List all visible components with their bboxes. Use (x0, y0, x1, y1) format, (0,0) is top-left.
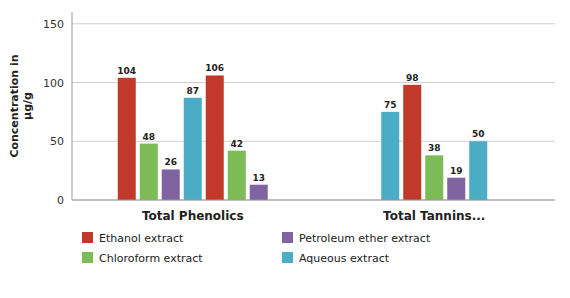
data-labels: 104 48 26 87 106 42 13 75 98 38 19 50 (117, 63, 484, 182)
y-tick-label: 100 (43, 77, 64, 90)
data-label: 19 (450, 166, 463, 176)
x-axis-line (72, 200, 555, 201)
x-tick-label: Total Tannins... (383, 209, 485, 223)
y-tick-label: 0 (57, 194, 64, 207)
bar (228, 151, 246, 200)
data-label: 42 (230, 139, 243, 149)
data-label: 87 (186, 86, 199, 96)
x-tick-label: Total Phenolics (142, 209, 244, 223)
data-label: 98 (406, 73, 419, 83)
data-label: 104 (117, 66, 136, 76)
y-axis-line (72, 12, 73, 200)
legend-swatch (282, 252, 293, 263)
data-label: 106 (205, 63, 224, 73)
bar (118, 78, 136, 200)
legend-label: Aqueous extract (299, 252, 390, 265)
legend-label: Petroleum ether extract (299, 232, 431, 245)
grid-line (72, 23, 555, 24)
legend-swatch (82, 252, 93, 263)
legend-swatch (82, 232, 93, 243)
bar (447, 178, 465, 200)
data-label: 38 (428, 143, 441, 153)
y-axis-title: Concentration inμg/g (8, 54, 34, 157)
y-axis-title-line: Concentration in (8, 54, 21, 157)
grid-line (72, 82, 555, 83)
bar (140, 144, 158, 200)
legend-swatch (282, 232, 293, 243)
bar (206, 75, 224, 200)
bar (425, 155, 443, 200)
bar (381, 112, 399, 200)
y-axis-title-line: μg/g (21, 92, 34, 120)
legend: Ethanol extract Chloroform extract Petrole… (82, 232, 431, 265)
grid-line (72, 200, 555, 201)
bar (250, 185, 268, 200)
bars (118, 75, 488, 200)
y-axis: 0 50 100 150 (43, 12, 555, 207)
chart: 050100150Concentration inμg/g10448268710… (0, 0, 570, 298)
bar (403, 85, 421, 200)
legend-label: Chloroform extract (99, 252, 203, 265)
data-label: 26 (164, 157, 177, 167)
data-label: 48 (142, 132, 155, 142)
y-tick-label: 150 (43, 18, 64, 31)
data-label: 50 (472, 129, 485, 139)
x-axis: Total Phenolics Total Tannins... (72, 200, 555, 223)
data-label: 75 (384, 100, 397, 110)
bar (469, 141, 487, 200)
bar (184, 98, 202, 200)
y-tick-label: 50 (50, 135, 64, 148)
bar (162, 169, 180, 200)
legend-label: Ethanol extract (99, 232, 184, 245)
data-label: 13 (252, 173, 265, 183)
